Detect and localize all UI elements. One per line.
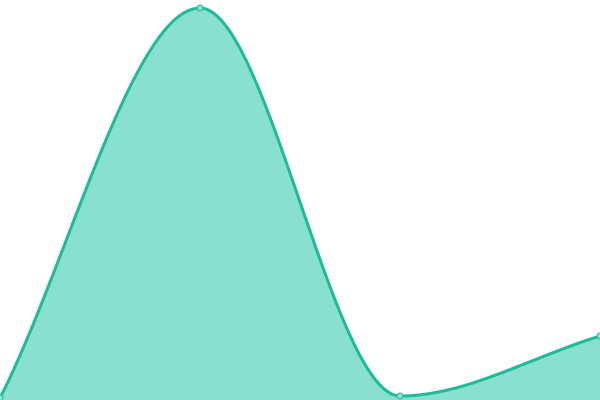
data-point <box>196 4 204 12</box>
series-line <box>0 6 600 399</box>
data-point <box>396 392 404 400</box>
data-points <box>0 4 600 400</box>
data-point <box>596 332 600 340</box>
data-point <box>0 394 4 400</box>
